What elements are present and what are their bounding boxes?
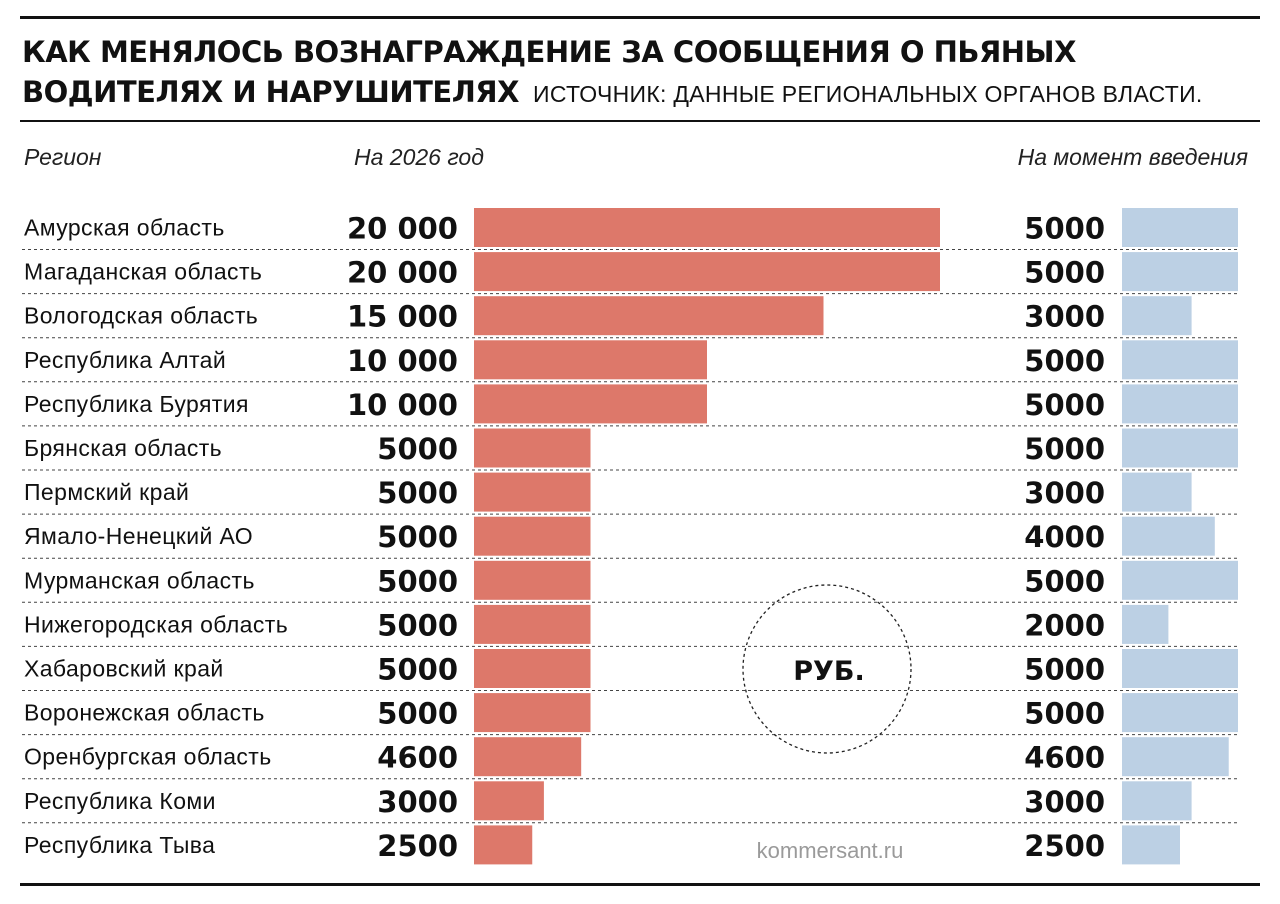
chart-rows: Амурская область 20 000 5000 Магаданская об…	[22, 208, 1238, 865]
bar-current	[474, 560, 591, 600]
bar-initial	[1122, 472, 1192, 512]
bar-initial	[1122, 296, 1192, 336]
region-label: Пермский край	[24, 479, 189, 505]
bar-initial	[1122, 208, 1238, 247]
value-label-initial: 5000	[1024, 256, 1105, 290]
bar-initial	[1122, 604, 1169, 644]
bar-current	[474, 340, 707, 380]
region-label: Воронежская область	[24, 700, 265, 726]
region-label: Магаданская область	[24, 259, 262, 285]
region-label: Республика Коми	[24, 788, 216, 814]
region-label: Республика Бурятия	[24, 391, 249, 417]
bar-initial	[1122, 649, 1238, 688]
bottom-rule	[20, 883, 1260, 886]
value-label-initial: 4600	[1024, 741, 1105, 775]
value-label-current: 5000	[377, 564, 458, 598]
region-label: Ямало-Ненецкий АО	[24, 523, 253, 549]
value-label-current: 15 000	[347, 300, 458, 334]
column-header-region: Регион	[24, 144, 102, 170]
bar-initial	[1122, 737, 1229, 777]
value-label-current: 5000	[377, 520, 458, 554]
region-label: Хабаровский край	[24, 656, 224, 682]
title-text: КАК МЕНЯЛОСЬ ВОЗНАГРАЖДЕНИЕ ЗА СООБЩЕНИЯ…	[22, 35, 1076, 109]
value-label-initial: 5000	[1024, 432, 1105, 466]
region-label: Вологодская область	[24, 303, 258, 329]
region-label: Брянская область	[24, 435, 222, 461]
bar-initial	[1122, 428, 1238, 468]
bar-initial	[1122, 252, 1238, 292]
chart-title: КАК МЕНЯЛОСЬ ВОЗНАГРАЖДЕНИЕ ЗА СООБЩЕНИЯ…	[22, 32, 1262, 114]
region-label: Мурманская область	[24, 567, 255, 593]
value-label-current: 5000	[377, 608, 458, 642]
region-label: Оренбургская область	[24, 744, 272, 770]
bar-current	[474, 737, 582, 777]
unit-badge-circle	[742, 584, 912, 754]
bar-current	[474, 781, 544, 821]
bar-initial	[1122, 560, 1238, 600]
bar-initial	[1122, 693, 1238, 733]
region-label: Амурская область	[24, 215, 225, 241]
column-header-initial: На момент введения	[1017, 144, 1248, 170]
value-label-current: 20 000	[347, 256, 458, 290]
value-label-initial: 5000	[1024, 212, 1105, 246]
value-label-initial: 3000	[1024, 476, 1105, 510]
value-label-initial: 2500	[1024, 829, 1105, 863]
bar-current	[474, 649, 591, 688]
value-label-initial: 5000	[1024, 344, 1105, 378]
bar-current	[474, 384, 707, 424]
value-label-current: 5000	[377, 432, 458, 466]
value-label-current: 3000	[377, 785, 458, 819]
value-label-initial: 2000	[1024, 608, 1105, 642]
value-label-initial: 3000	[1024, 300, 1105, 334]
value-label-initial: 5000	[1024, 653, 1105, 687]
unit-badge: РУБ.	[742, 584, 912, 754]
bar-current	[474, 428, 591, 468]
source-note: ИСТОЧНИК: ДАННЫЕ РЕГИОНАЛЬНЫХ ОРГАНОВ ВЛ…	[532, 81, 1203, 107]
bar-current	[474, 208, 940, 247]
value-label-initial: 5000	[1024, 564, 1105, 598]
region-label: Республика Тыва	[24, 832, 215, 858]
bar-initial	[1122, 516, 1215, 556]
value-label-current: 10 000	[347, 344, 458, 378]
bar-current	[474, 516, 591, 556]
bar-initial	[1122, 825, 1180, 865]
value-label-initial: 3000	[1024, 785, 1105, 819]
header-divider	[20, 120, 1260, 122]
region-label: Нижегородская область	[24, 611, 288, 637]
bar-current	[474, 472, 591, 512]
value-label-current: 5000	[377, 653, 458, 687]
value-label-current: 20 000	[347, 212, 458, 246]
region-label: Республика Алтай	[24, 347, 226, 373]
value-label-current: 2500	[377, 829, 458, 863]
value-label-initial: 5000	[1024, 388, 1105, 422]
bar-current	[474, 693, 591, 733]
bar-initial	[1122, 384, 1238, 424]
credit-label: kommersant.ru	[757, 838, 904, 863]
value-label-current: 5000	[377, 697, 458, 731]
bar-current	[474, 604, 591, 644]
value-label-current: 4600	[377, 741, 458, 775]
bar-current	[474, 252, 940, 292]
column-header-current: На 2026 год	[354, 144, 484, 170]
value-label-current: 5000	[377, 476, 458, 510]
bar-current	[474, 825, 533, 865]
bar-current	[474, 296, 824, 336]
bar-initial	[1122, 340, 1238, 380]
value-label-current: 10 000	[347, 388, 458, 422]
value-label-initial: 4000	[1024, 520, 1105, 554]
bar-initial	[1122, 781, 1192, 821]
top-rule	[20, 16, 1260, 19]
unit-badge-label: РУБ.	[793, 656, 864, 687]
value-label-initial: 5000	[1024, 697, 1105, 731]
